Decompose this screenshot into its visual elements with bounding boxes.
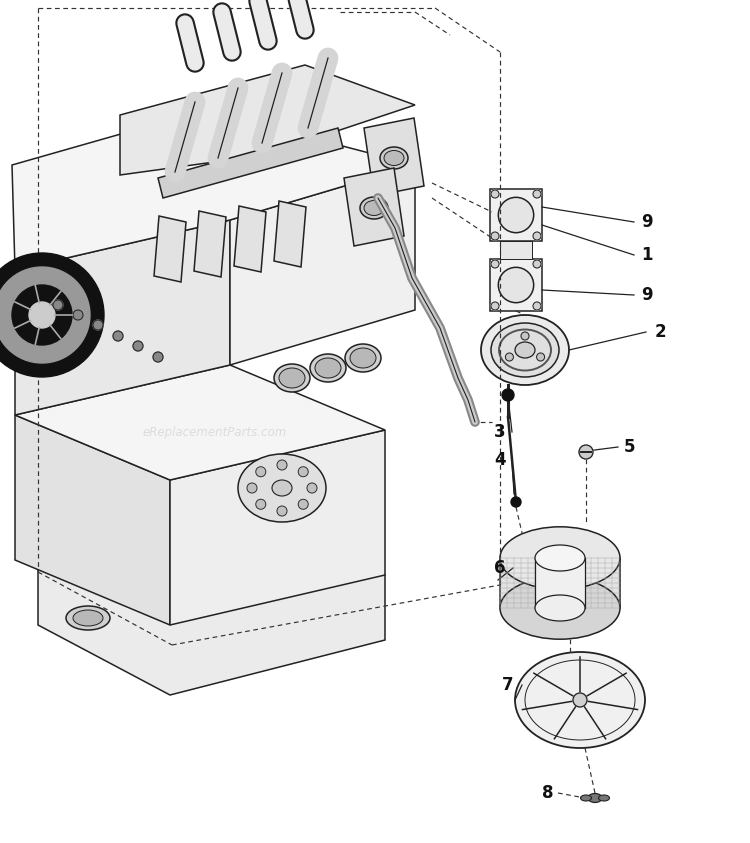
Ellipse shape (73, 610, 103, 626)
Circle shape (298, 499, 308, 509)
Circle shape (536, 353, 544, 361)
Ellipse shape (598, 795, 610, 801)
Circle shape (247, 483, 257, 493)
Ellipse shape (535, 595, 585, 621)
Ellipse shape (515, 342, 535, 358)
Circle shape (491, 302, 499, 310)
Polygon shape (170, 430, 385, 625)
Circle shape (506, 353, 514, 361)
Circle shape (521, 332, 529, 340)
Text: 7: 7 (503, 676, 514, 694)
Text: 3: 3 (494, 423, 506, 441)
Polygon shape (154, 216, 186, 282)
Circle shape (256, 499, 266, 509)
Circle shape (93, 320, 103, 330)
Circle shape (533, 260, 541, 268)
Polygon shape (344, 168, 404, 246)
Ellipse shape (272, 480, 292, 496)
Ellipse shape (360, 197, 388, 219)
Circle shape (277, 460, 287, 470)
Circle shape (298, 467, 308, 477)
Ellipse shape (310, 354, 346, 382)
Circle shape (573, 693, 587, 707)
Ellipse shape (364, 201, 384, 216)
Bar (500, 241, 532, 259)
Circle shape (153, 352, 163, 362)
Text: 8: 8 (542, 784, 554, 802)
Text: 2: 2 (654, 323, 666, 341)
Circle shape (53, 300, 63, 310)
Circle shape (0, 253, 104, 377)
Polygon shape (120, 65, 415, 175)
Ellipse shape (535, 545, 585, 571)
Ellipse shape (274, 364, 310, 392)
Polygon shape (15, 220, 230, 415)
Circle shape (133, 341, 143, 351)
Circle shape (277, 506, 287, 516)
Bar (490, 259, 542, 311)
Ellipse shape (491, 323, 559, 377)
Text: 4: 4 (494, 451, 506, 469)
Bar (535, 558, 585, 608)
Text: 5: 5 (624, 438, 636, 456)
Circle shape (491, 260, 499, 268)
Polygon shape (15, 415, 170, 625)
Polygon shape (12, 110, 415, 270)
Circle shape (491, 190, 499, 198)
Circle shape (511, 497, 521, 507)
Polygon shape (158, 128, 343, 198)
Ellipse shape (481, 315, 569, 385)
Ellipse shape (498, 197, 534, 233)
Text: 6: 6 (494, 559, 506, 577)
Ellipse shape (66, 606, 110, 630)
Ellipse shape (279, 368, 305, 388)
Circle shape (29, 302, 55, 328)
Circle shape (502, 389, 514, 401)
Text: 9: 9 (641, 286, 652, 304)
Ellipse shape (315, 358, 341, 378)
Circle shape (533, 232, 541, 240)
Ellipse shape (500, 577, 620, 639)
Polygon shape (15, 365, 385, 480)
Circle shape (491, 232, 499, 240)
Polygon shape (274, 201, 306, 267)
Polygon shape (364, 118, 424, 196)
Polygon shape (194, 211, 226, 277)
Ellipse shape (345, 344, 381, 372)
Ellipse shape (384, 151, 404, 165)
Circle shape (12, 285, 72, 345)
Ellipse shape (498, 267, 534, 303)
Ellipse shape (238, 454, 326, 522)
Circle shape (113, 331, 123, 341)
Polygon shape (234, 206, 266, 272)
Ellipse shape (350, 348, 376, 368)
Circle shape (533, 302, 541, 310)
Ellipse shape (515, 652, 645, 748)
Bar (490, 189, 542, 241)
Circle shape (579, 445, 593, 459)
Polygon shape (230, 165, 415, 365)
Bar (500, 558, 620, 608)
Circle shape (0, 267, 90, 363)
Circle shape (533, 190, 541, 198)
Ellipse shape (380, 147, 408, 169)
Polygon shape (38, 560, 385, 695)
Ellipse shape (580, 795, 592, 801)
Text: 9: 9 (641, 213, 652, 231)
Circle shape (256, 467, 266, 477)
Text: eReplacementParts.com: eReplacementParts.com (142, 426, 287, 438)
Ellipse shape (588, 793, 602, 803)
Ellipse shape (500, 527, 620, 589)
Circle shape (307, 483, 317, 493)
Text: 1: 1 (641, 246, 652, 264)
Circle shape (73, 310, 83, 320)
